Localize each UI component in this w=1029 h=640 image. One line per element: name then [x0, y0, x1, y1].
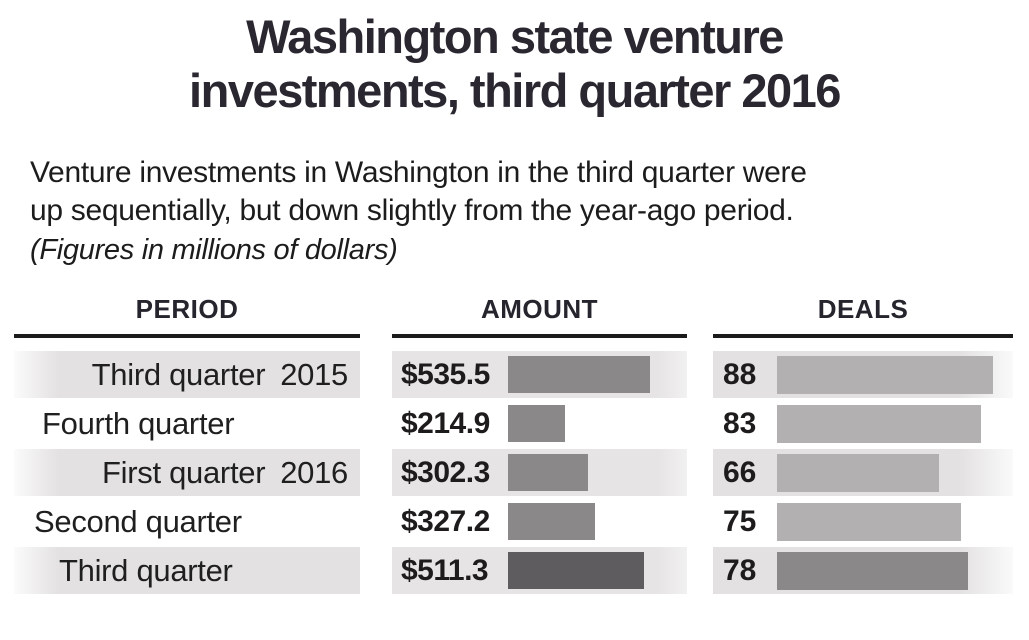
deals-value: 78: [723, 553, 757, 587]
chart-title-line2: investments, third quarter 2016: [189, 64, 841, 117]
period-cell: Fourth quarter: [14, 400, 360, 447]
amount-cell: $511.3: [392, 547, 687, 594]
amount-bar: [508, 356, 650, 393]
amount-cell: $535.5: [392, 351, 687, 398]
column-gap: [360, 400, 392, 449]
amount-value: $214.9: [401, 406, 490, 440]
amount-value: $327.2: [401, 504, 490, 538]
column-gap: [687, 449, 713, 498]
amount-bar: [508, 552, 644, 589]
table-row: Third quarter $511.3 78: [14, 547, 1013, 596]
deals-cell: 78: [713, 547, 1013, 594]
deals-value: 83: [723, 406, 757, 440]
amount-cell: $302.3: [392, 449, 687, 496]
deals-bar: [777, 404, 981, 443]
column-header-deals: DEALS: [713, 294, 1013, 338]
period-year: 2016: [280, 454, 348, 490]
deals-bar: [777, 453, 939, 492]
deals-bar: [777, 551, 968, 590]
column-header-amount: AMOUNT: [392, 294, 687, 338]
data-table: PERIOD AMOUNT DEALS Third quarter 2015 $…: [14, 294, 1013, 596]
column-gap: [687, 294, 713, 338]
chart-subtitle-line1: Venture investments in Washington in the…: [30, 156, 807, 189]
chart-subtitle-line2: up sequentially, but down slightly from …: [30, 194, 794, 227]
deals-value: 75: [723, 504, 757, 538]
column-gap: [360, 547, 392, 596]
amount-bar: [508, 454, 588, 491]
deals-cell: 88: [713, 351, 1013, 398]
chart-title: Washington state venture investments, th…: [0, 10, 1029, 118]
column-gap: [360, 498, 392, 547]
table-row: Fourth quarter $214.9 83: [14, 400, 1013, 449]
column-header-period: PERIOD: [14, 294, 360, 338]
period-label: Fourth quarter: [42, 405, 235, 441]
table-header-row: PERIOD AMOUNT DEALS: [14, 294, 1013, 338]
table-body: Third quarter 2015 $535.5 88 Fourth quar…: [14, 351, 1013, 596]
deals-bar: [777, 355, 993, 394]
period-label: Second quarter: [34, 503, 242, 539]
column-gap: [360, 351, 392, 400]
column-gap: [360, 449, 392, 498]
deals-cell: 75: [713, 498, 1013, 545]
amount-bar: [508, 405, 565, 442]
amount-cell: $214.9: [392, 400, 687, 447]
amount-bar: [508, 503, 595, 540]
chart-subtitle: Venture investments in Washington in the…: [30, 154, 1001, 230]
column-gap: [687, 547, 713, 596]
table-row: Second quarter $327.2 75: [14, 498, 1013, 547]
amount-value: $511.3: [401, 553, 489, 587]
deals-cell: 83: [713, 400, 1013, 447]
period-cell: Second quarter: [14, 498, 360, 545]
period-cell: Third quarter: [14, 547, 360, 594]
deals-value: 66: [723, 455, 757, 489]
table-row: Third quarter 2015 $535.5 88: [14, 351, 1013, 400]
period-cell: Third quarter 2015: [14, 351, 360, 398]
deals-value: 88: [723, 357, 757, 391]
period-year: 2015: [280, 356, 348, 392]
period-label: Third quarter: [59, 552, 233, 588]
period-label: Third quarter: [91, 356, 266, 392]
deals-bar: [777, 502, 961, 541]
column-gap: [687, 498, 713, 547]
column-gap: [687, 400, 713, 449]
period-label: First quarter: [102, 454, 266, 490]
table-row: First quarter 2016 $302.3 66: [14, 449, 1013, 498]
column-gap: [687, 351, 713, 400]
deals-cell: 66: [713, 449, 1013, 496]
amount-value: $302.3: [401, 455, 490, 489]
column-gap: [360, 294, 392, 338]
chart-note: (Figures in millions of dollars): [30, 234, 398, 266]
period-cell: First quarter 2016: [14, 449, 360, 496]
amount-cell: $327.2: [392, 498, 687, 545]
chart-title-line1: Washington state venture: [246, 10, 784, 63]
amount-value: $535.5: [401, 357, 490, 391]
